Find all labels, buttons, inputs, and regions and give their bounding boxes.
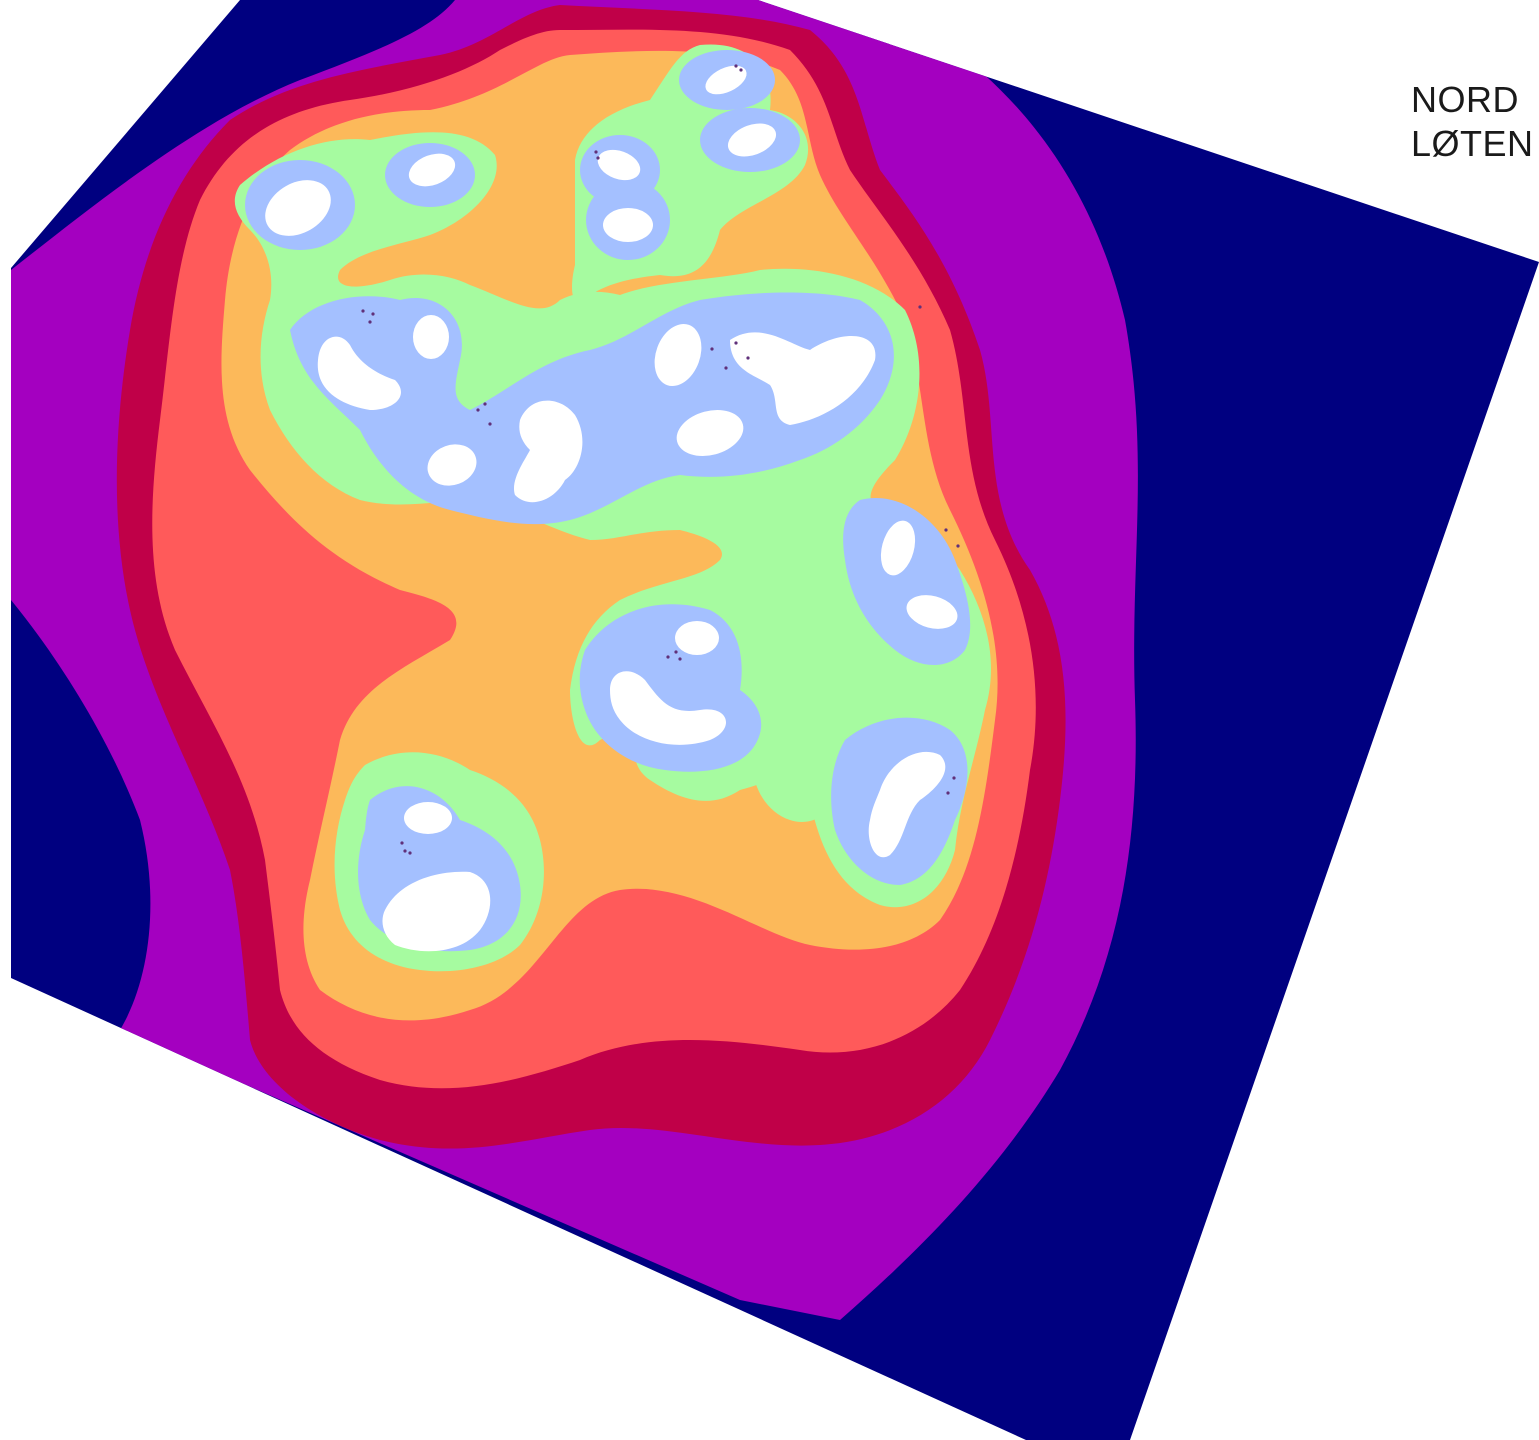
point-markers — [361, 64, 960, 855]
map-title-line2: LØTEN — [1411, 123, 1534, 164]
peaks — [265, 65, 958, 952]
band-green — [234, 44, 991, 972]
map-title-line1: NORD — [1411, 79, 1519, 120]
map-title: NORD LØTEN — [1411, 78, 1534, 166]
